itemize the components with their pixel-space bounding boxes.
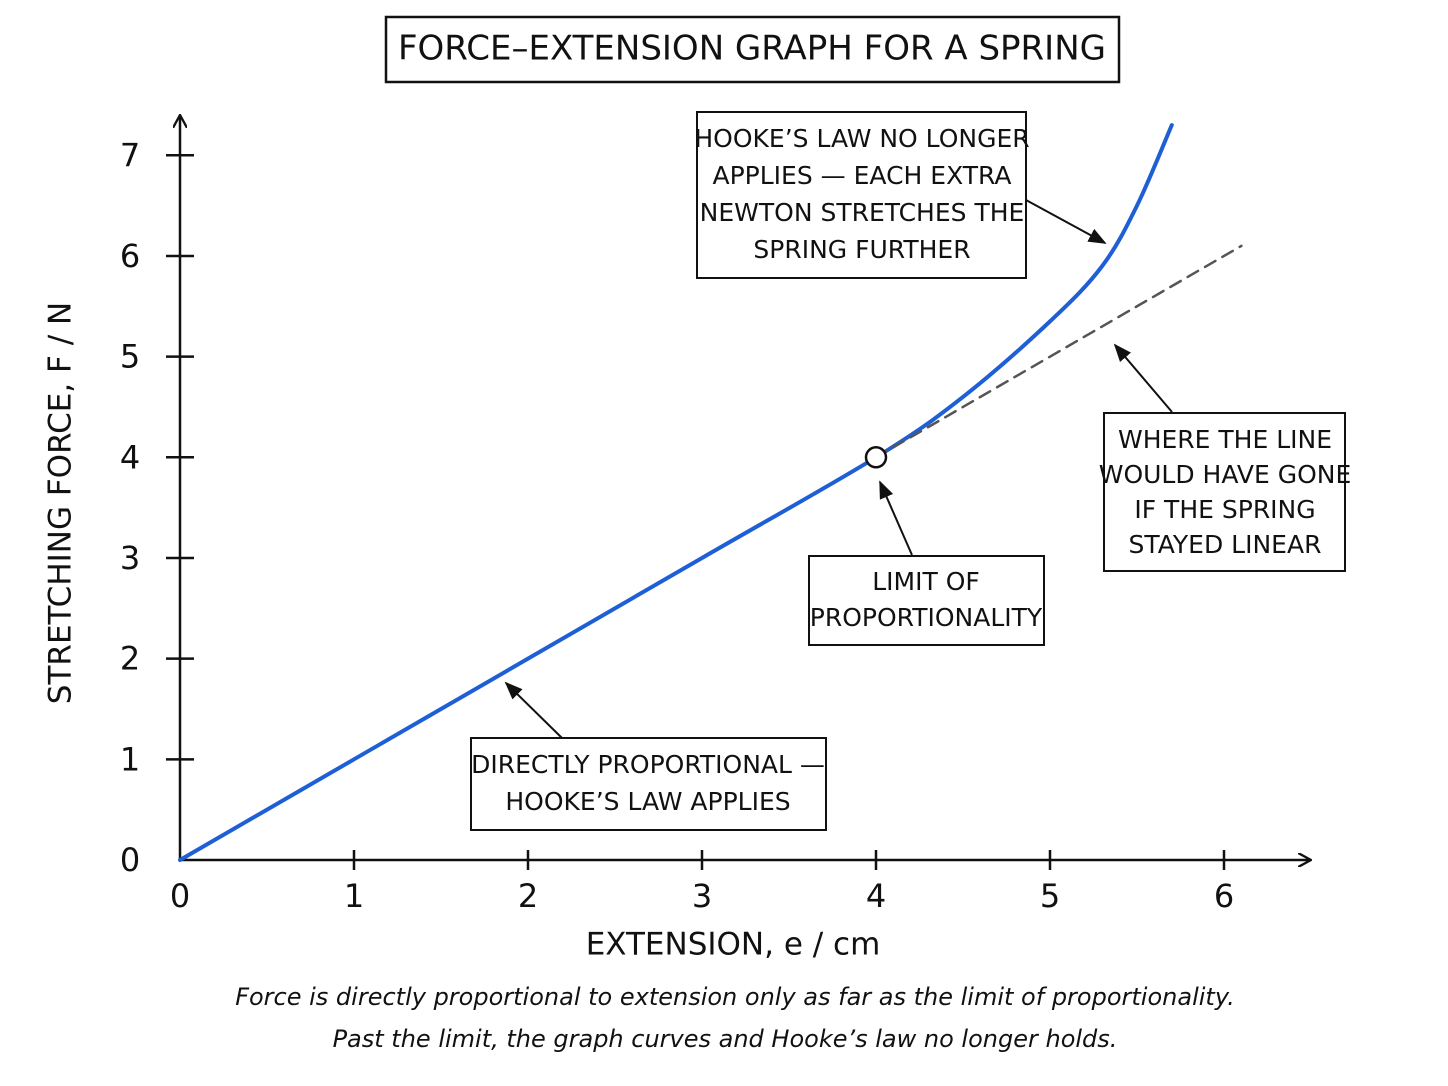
annotation-box [808, 555, 1045, 646]
annotation-text: STAYED LINEAR [1129, 530, 1322, 559]
limit-point [864, 446, 888, 469]
annotation-text: HOOKE’S LAW APPLIES [505, 787, 790, 816]
annotation-box [470, 737, 827, 831]
y-axis-label: STRETCHING FORCE, F / N [43, 302, 79, 704]
annotation-text: NEWTON STRETCHES THE [700, 198, 1025, 227]
y-tick-label: 6 [120, 237, 140, 275]
x-tick-label: 1 [344, 877, 364, 915]
y-tick-label: 4 [120, 438, 140, 476]
data-line [178, 123, 1174, 862]
annotation-box [1103, 412, 1346, 572]
annotation-text: WHERE THE LINE [1118, 425, 1332, 454]
y-tick-label: 2 [120, 640, 140, 678]
annotation-text: LIMIT OF [872, 567, 980, 596]
annotation-box [696, 111, 1027, 279]
x-tick-label: 2 [518, 877, 538, 915]
x-tick-label: 6 [1214, 877, 1234, 915]
annotation-arrow [1025, 199, 1107, 244]
annotation-text: SPRING FURTHER [753, 235, 970, 264]
annotation-arrow [504, 681, 563, 739]
x-axis-label: EXTENSION, e / cm [586, 927, 881, 963]
x-tick-label: 5 [1040, 877, 1060, 915]
annotation-arrow [1113, 343, 1173, 413]
x-tick-label: 4 [866, 877, 886, 915]
annotation-text: HOOKE’S LAW NO LONGER [694, 124, 1029, 153]
annotation-text: WOULD HAVE GONE [1099, 460, 1352, 489]
annotation-text: PROPORTIONALITY [810, 603, 1043, 632]
annotation-arrow [879, 480, 913, 556]
annotation-text: APPLIES — EACH EXTRA [713, 161, 1012, 190]
y-tick-label: 7 [120, 136, 140, 174]
chart-title: FORCE–EXTENSION GRAPH FOR A SPRING [398, 29, 1106, 69]
caption: Force is directly proportional to extens… [235, 983, 1235, 1011]
annotation-text: IF THE SPRING [1134, 495, 1315, 524]
x-tick-label: 3 [692, 877, 712, 915]
annotation-text: DIRECTLY PROPORTIONAL — [471, 750, 825, 779]
x-tick-label: 0 [170, 877, 190, 915]
extrapolation-line [874, 244, 1243, 459]
y-tick-label: 0 [120, 841, 140, 879]
caption: Past the limit, the graph curves and Hoo… [333, 1025, 1118, 1053]
y-tick-label: 1 [120, 740, 140, 778]
y-tick-label: 5 [120, 338, 140, 376]
y-tick-label: 3 [120, 539, 140, 577]
title-box [384, 15, 1121, 84]
